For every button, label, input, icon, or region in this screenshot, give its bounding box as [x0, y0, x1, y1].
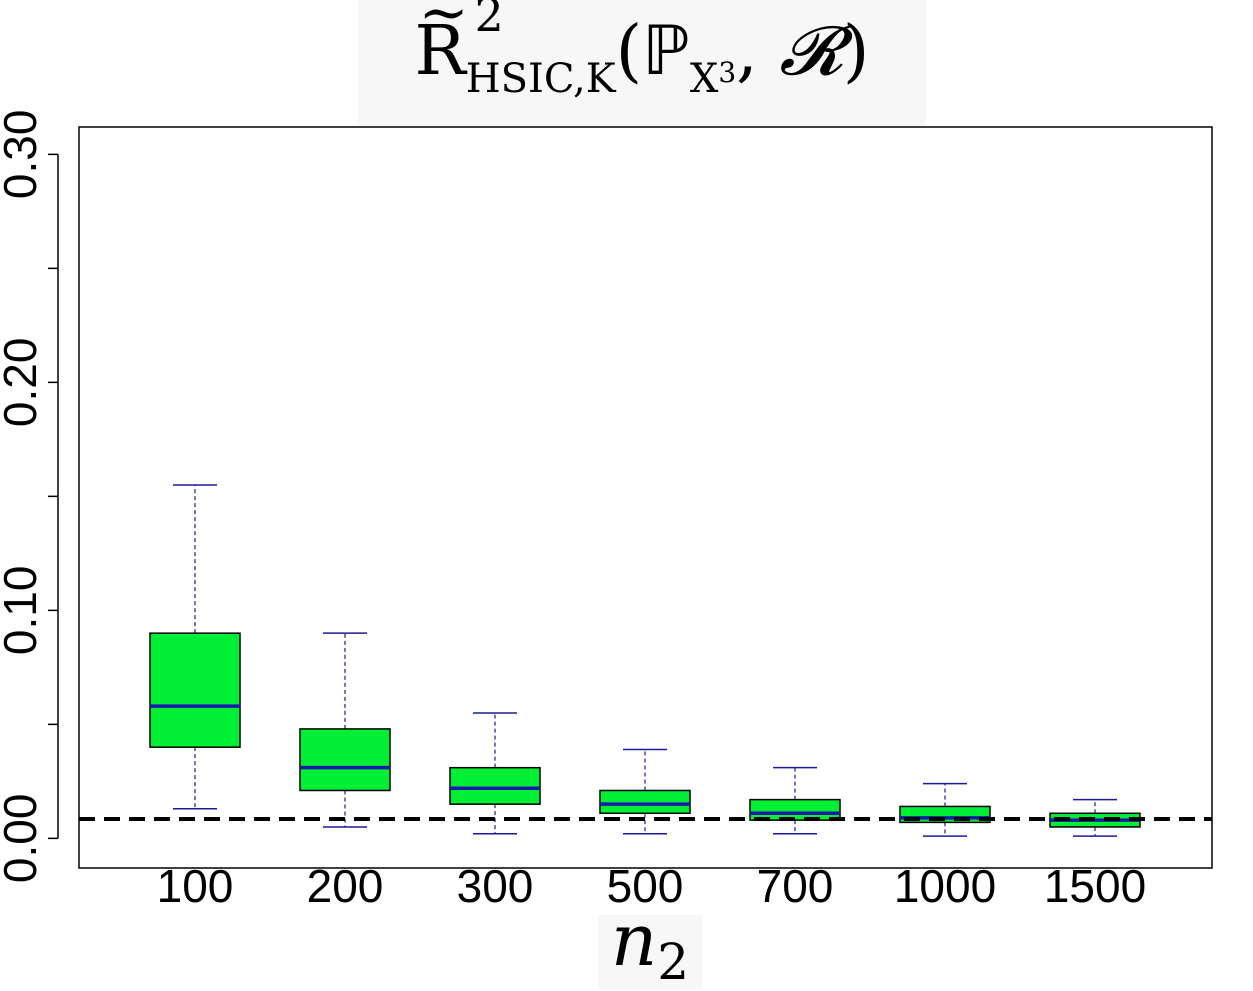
xlabel-background [598, 915, 702, 989]
y-tick-label: 0.00 [0, 794, 46, 884]
box-1000 [899, 782, 991, 837]
title-tilde: ~ [418, 0, 469, 48]
plot-frame [78, 126, 1213, 869]
box-200 [299, 632, 391, 828]
title-background [358, 0, 926, 126]
x-axis: 100 200 300 500 700 1000 1500 [157, 860, 1147, 912]
title-superscript: 2 [474, 0, 504, 42]
title-subscript: HSIC,K [465, 56, 616, 102]
x-tick-label: 500 [607, 860, 684, 912]
box-body [149, 632, 241, 748]
box-700 [749, 766, 841, 835]
box-body [299, 728, 391, 792]
y-axis: 0.00 0.10 0.20 0.30 [0, 110, 59, 884]
x-axis-label-subscript: 2 [657, 933, 690, 991]
box-body [449, 766, 541, 805]
box-100 [149, 484, 241, 810]
y-tick-label: 0.10 [0, 566, 46, 656]
x-tick-label: 100 [157, 860, 234, 912]
x-tick-label: 300 [457, 860, 534, 912]
box-500 [599, 748, 691, 835]
box-300 [449, 712, 541, 835]
title-bb: ℙ [642, 12, 690, 91]
x-tick-label: 700 [757, 860, 834, 912]
x-tick-label: 1500 [1044, 860, 1146, 912]
x-tick-label: 200 [307, 860, 384, 912]
box-body [599, 789, 691, 815]
chart-title: R ~2 HSIC,K(ℙX3, 𝓡) [358, 0, 926, 102]
x-axis-label: n2 [610, 898, 690, 991]
y-tick-label: 0.30 [0, 110, 46, 200]
y-tick-label: 0.20 [0, 338, 46, 428]
x-tick-label: 1000 [894, 860, 996, 912]
boxes [149, 484, 1141, 837]
title-cal: 𝓡 [779, 12, 843, 91]
